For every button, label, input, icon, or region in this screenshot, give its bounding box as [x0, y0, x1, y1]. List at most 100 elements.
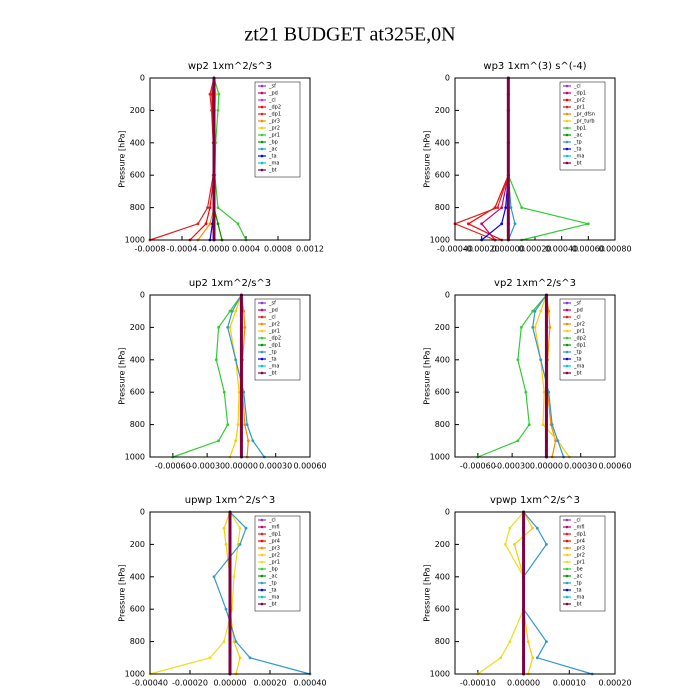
- profile-point: [556, 439, 560, 443]
- y-tick-label: 0: [445, 74, 450, 83]
- profile-line: [172, 294, 242, 458]
- legend-marker: [260, 315, 264, 319]
- profile-point: [547, 309, 551, 313]
- profile-point: [212, 173, 216, 177]
- profile-point: [522, 526, 525, 530]
- profile-point: [212, 222, 216, 226]
- profile-point: [545, 543, 548, 546]
- legend-label: _dp2: [573, 336, 586, 342]
- y-axis-label: Pressure [hPa]: [423, 347, 432, 404]
- x-tick-label: 0.00020: [253, 679, 286, 688]
- x-tick-label: -0.0000: [199, 245, 230, 254]
- profile-point: [238, 656, 242, 660]
- legend-label: _bt: [268, 371, 277, 377]
- legend-marker: [565, 364, 569, 368]
- profile-point: [526, 640, 530, 643]
- plot-frame: [454, 77, 616, 241]
- legend-marker: [565, 91, 569, 95]
- legend-label: _ma: [268, 364, 279, 370]
- legend-label: _pr2: [268, 553, 280, 559]
- profile-point: [228, 526, 232, 530]
- profile-point: [520, 206, 524, 210]
- y-tick-label: 1000: [430, 236, 450, 245]
- profile-point: [240, 358, 243, 362]
- profile-point: [548, 326, 552, 329]
- legend-marker: [565, 119, 569, 123]
- profile-point: [212, 141, 216, 145]
- x-tick-label: -0.0004: [167, 245, 198, 254]
- profile-point: [242, 309, 246, 313]
- profile-point: [234, 358, 238, 362]
- x-tick-label: -0.0008: [135, 245, 166, 254]
- legend-label: _pr_turb: [573, 119, 595, 125]
- x-tick-label: -0.00010: [460, 679, 496, 688]
- profile-point: [539, 309, 543, 313]
- legend-label: _pr2: [268, 322, 280, 328]
- panel-title: wp2 1xm^2/s^3: [188, 61, 272, 72]
- x-tick-label: -0.00030: [494, 462, 530, 471]
- y-tick-label: 0: [140, 291, 145, 300]
- profile-point: [204, 222, 208, 226]
- profile-point: [216, 206, 220, 210]
- legend-label: _ac: [268, 574, 278, 580]
- y-tick-label: 1000: [430, 670, 450, 679]
- legend-label: _dp1: [268, 532, 281, 538]
- legend-label: _cl: [268, 98, 276, 104]
- y-tick-label: 0: [445, 508, 450, 517]
- y-tick-label: 1000: [125, 670, 145, 679]
- legend-marker: [260, 532, 264, 536]
- legend-label: _dp2: [268, 336, 281, 342]
- y-axis-label: Pressure [hPa]: [118, 564, 127, 621]
- profile-line: [477, 294, 547, 458]
- x-tick-label: 0.00080: [598, 245, 631, 254]
- y-tick-label: 200: [435, 323, 450, 332]
- profile-point: [224, 607, 228, 611]
- profile-point: [542, 390, 546, 394]
- profile-point: [506, 206, 510, 210]
- profile-point: [531, 309, 535, 313]
- legend-marker: [260, 364, 264, 368]
- y-tick-label: 1000: [125, 236, 145, 245]
- y-tick-label: 200: [130, 323, 145, 332]
- profile-point: [238, 526, 242, 530]
- profile-point: [240, 439, 243, 443]
- profile-point: [208, 206, 212, 210]
- legend-marker: [565, 518, 569, 522]
- legend-marker: [260, 98, 264, 102]
- legend-label: _cl: [268, 518, 276, 524]
- profile-point: [217, 92, 221, 96]
- legend-label: _ta: [573, 357, 582, 363]
- legend-label: _bt: [573, 371, 582, 377]
- legend-label: _cl: [268, 315, 276, 321]
- legend-marker: [565, 546, 569, 550]
- profile-point: [245, 423, 249, 426]
- legend-label: _pr4: [573, 539, 585, 545]
- profile-point: [522, 656, 525, 660]
- profile-point: [251, 439, 255, 443]
- x-tick-label: -0.00040: [132, 679, 168, 688]
- profile-point: [545, 640, 548, 643]
- legend-marker: [565, 588, 569, 592]
- legend-label: _bp: [268, 140, 278, 146]
- profile-point: [527, 423, 531, 426]
- legend-marker: [565, 581, 569, 585]
- y-tick-label: 400: [435, 138, 450, 147]
- profile-point: [206, 206, 210, 210]
- y-tick-label: 0: [140, 508, 145, 517]
- legend-marker: [260, 322, 264, 326]
- profile-point: [212, 109, 216, 112]
- profile-point: [244, 526, 248, 530]
- profile-point: [217, 439, 220, 443]
- legend-label: _bp1: [573, 126, 586, 132]
- panel-title: vpwp 1xm^2/s^3: [490, 495, 580, 506]
- legend-label: _dp1: [268, 343, 281, 349]
- legend-marker: [260, 84, 264, 88]
- legend-label: _pr1: [268, 560, 280, 566]
- legend-marker: [565, 539, 569, 543]
- profile-point: [234, 309, 238, 313]
- legend-marker: [260, 301, 264, 305]
- profile-point: [246, 439, 250, 443]
- y-axis-label: Pressure [hPa]: [118, 347, 127, 404]
- profile-point: [228, 607, 232, 611]
